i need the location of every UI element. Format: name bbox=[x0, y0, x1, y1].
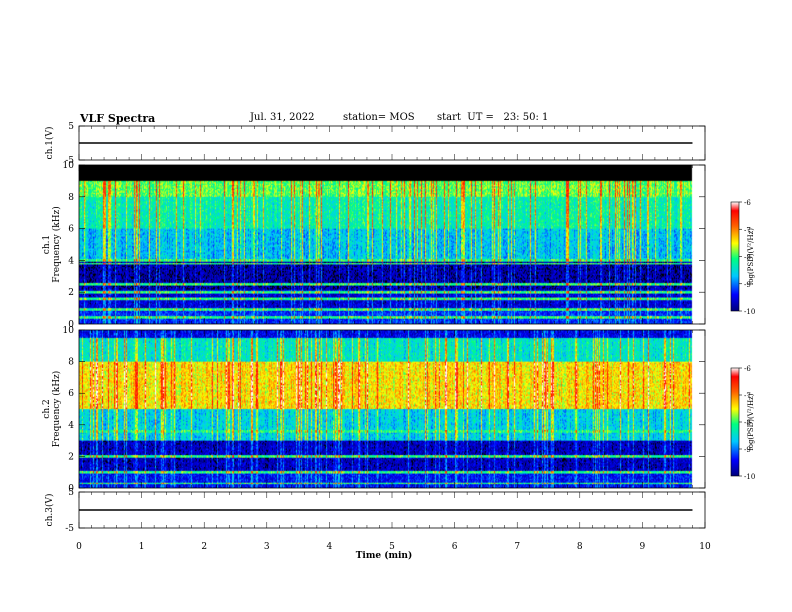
x-tick-label: 9 bbox=[640, 542, 646, 552]
y-tick-label: 6 bbox=[68, 389, 74, 399]
x-tick-label: 1 bbox=[139, 542, 145, 552]
y-tick-label: 8 bbox=[68, 193, 74, 203]
colorbar-tick-label: -8 bbox=[744, 254, 751, 262]
y-tick-label: 10 bbox=[63, 326, 75, 336]
x-tick-label: 8 bbox=[577, 542, 583, 552]
y-axis-label: ch.3(V) bbox=[44, 494, 55, 527]
colorbar bbox=[730, 367, 740, 477]
x-tick-label: 5 bbox=[389, 542, 395, 552]
x-tick-label: 3 bbox=[264, 542, 270, 552]
colorbar-tick-label: -9 bbox=[744, 446, 751, 454]
y-tick-label: 2 bbox=[68, 452, 74, 462]
y-tick-label: 5 bbox=[68, 122, 74, 132]
y-tick-label: 8 bbox=[68, 358, 74, 368]
y-axis-label: ch.1Frequency (kHz) bbox=[42, 206, 62, 283]
y-tick-label: 4 bbox=[68, 421, 74, 431]
colorbar bbox=[730, 201, 740, 312]
y-tick-label: 2 bbox=[68, 288, 74, 298]
figure-title: VLF Spectra bbox=[80, 112, 156, 125]
x-tick-label: 4 bbox=[327, 542, 333, 552]
x-tick-label: 6 bbox=[452, 542, 458, 552]
colorbar-label: log(PSD)(V²/Hz) bbox=[747, 393, 755, 450]
y-tick-label: 10 bbox=[63, 161, 75, 171]
colorbar-tick-label: -7 bbox=[744, 392, 751, 400]
colorbar-label: log(PSD)(V²/Hz) bbox=[747, 228, 755, 285]
date-label: Jul. 31, 2022 bbox=[250, 112, 315, 123]
y-tick-label: 6 bbox=[68, 225, 74, 235]
y-tick-label: 4 bbox=[68, 256, 74, 266]
spectrogram-image-1 bbox=[79, 165, 705, 324]
colorbar-tick-label: -7 bbox=[744, 226, 751, 234]
x-tick-label: 2 bbox=[201, 542, 207, 552]
x-tick-label: 0 bbox=[76, 542, 82, 552]
x-axis-label: Time (min) bbox=[356, 550, 413, 561]
y-tick-label: 5 bbox=[68, 488, 74, 498]
x-tick-label: 7 bbox=[514, 542, 520, 552]
y-axis-label: ch.2Frequency (kHz) bbox=[42, 371, 62, 448]
x-tick-label: 10 bbox=[699, 542, 711, 552]
y-tick-label: 0 bbox=[68, 320, 74, 330]
start-time-label: start UT = 23: 50: 1 bbox=[437, 112, 549, 123]
colorbar-tick-label: -6 bbox=[744, 365, 751, 373]
colorbar-tick-label: -9 bbox=[744, 281, 751, 289]
spectrogram-image-2 bbox=[79, 330, 705, 488]
station-label: station= MOS bbox=[343, 112, 415, 123]
colorbar-tick-label: -10 bbox=[744, 473, 755, 481]
y-tick-label: -5 bbox=[65, 156, 74, 166]
y-tick-label: 0 bbox=[68, 484, 74, 494]
y-axis-label: ch.1(V) bbox=[44, 127, 55, 160]
colorbar-tick-label: -6 bbox=[744, 199, 751, 207]
colorbar-tick-label: -8 bbox=[744, 419, 751, 427]
colorbar-tick-label: -10 bbox=[744, 308, 755, 316]
y-tick-label: -5 bbox=[65, 524, 74, 534]
